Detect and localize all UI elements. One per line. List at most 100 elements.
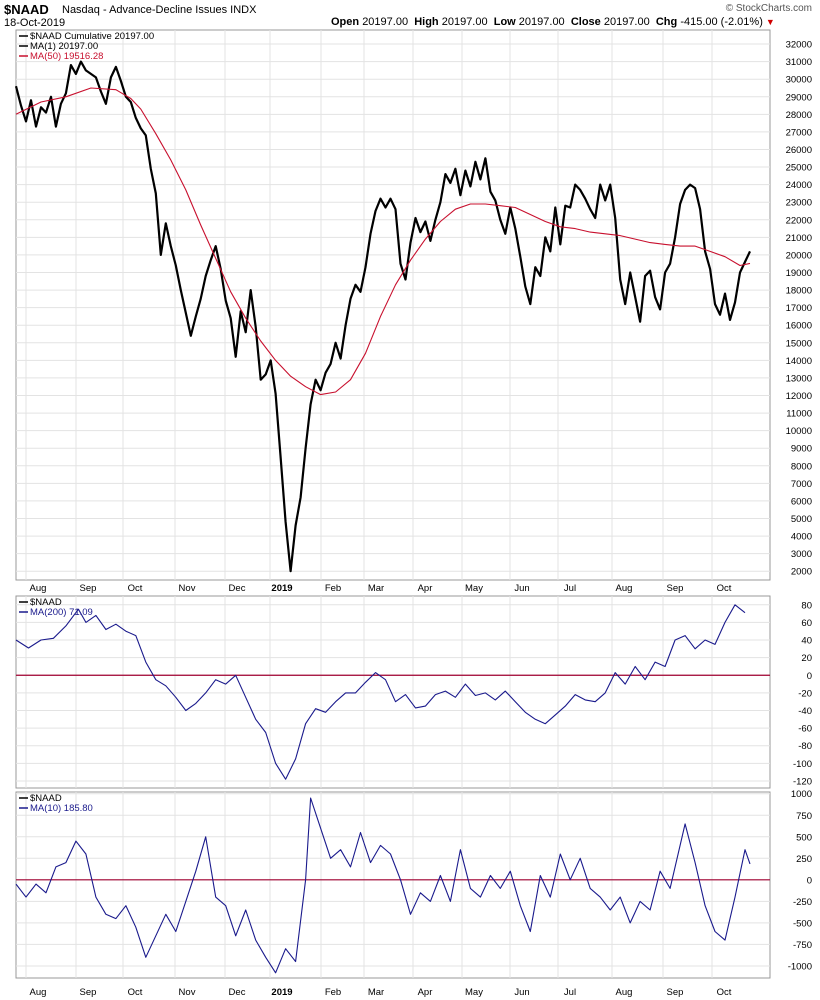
y-tick-label: 22000	[786, 215, 812, 226]
y-tick-label: -60	[798, 724, 812, 735]
legend-entry: $NAAD	[30, 597, 62, 608]
panel-price: 2000 3000 4000 5000 6000 7000 8000 9000 10000 110…	[14, 29, 812, 581]
x-tick-label: Feb	[325, 987, 341, 998]
x-tick-label: Aug	[30, 583, 47, 594]
x-tick-label: Oct	[128, 987, 143, 998]
x-tick-label: May	[465, 583, 483, 594]
series-line-ma-50-	[15, 87, 751, 396]
y-tick-label: 500	[796, 832, 812, 843]
y-tick-label: 11000	[786, 409, 812, 420]
chg-value: -415.00 (-2.01%)	[680, 16, 763, 28]
open-label: Open	[331, 16, 360, 28]
x-tick-label: Mar	[368, 987, 384, 998]
y-tick-label: 0	[807, 875, 812, 886]
chart-symbol: $NAAD	[4, 2, 49, 17]
x-tick-label: Aug	[616, 583, 633, 594]
x-tick-label: Oct	[717, 987, 732, 998]
y-tick-label: -250	[793, 897, 812, 908]
y-tick-label: 80	[801, 600, 812, 611]
legend-entry: $NAAD	[30, 793, 62, 804]
y-tick-label: 31000	[786, 57, 812, 68]
x-tick-label: Jul	[564, 583, 576, 594]
y-tick-label: 7000	[791, 479, 812, 490]
y-tick-label: -500	[793, 918, 812, 929]
series-line--naad-cumulative	[14, 60, 751, 573]
x-tick-label: Sep	[80, 987, 97, 998]
y-tick-label: -750	[793, 940, 812, 951]
legend-entry: MA(200) 71.09	[30, 607, 93, 618]
y-tick-label: 24000	[786, 180, 812, 191]
close-value: 20197.00	[603, 16, 650, 28]
x-tick-label: Jul	[564, 987, 576, 998]
x-tick-label: 2019	[271, 987, 292, 998]
exchange-text: INDX	[230, 4, 257, 16]
y-tick-label: 28000	[786, 110, 812, 121]
x-tick-label: Apr	[418, 583, 433, 594]
high-label: High	[414, 16, 439, 28]
ohlc-readout: Open 20197.00 High 20197.00 Low 20197.00…	[331, 16, 775, 28]
close-label: Close	[570, 16, 601, 28]
down-arrow-icon: ▼	[765, 17, 775, 27]
y-tick-label: 9000	[791, 444, 812, 455]
legend-entry: MA(10) 185.80	[30, 803, 93, 814]
x-tick-label: Sep	[80, 583, 97, 594]
high-value: 20197.00	[441, 16, 488, 28]
stockcharts-credit: © StockCharts.com	[725, 3, 812, 14]
y-tick-label: 16000	[786, 321, 812, 332]
y-tick-label: 10000	[786, 426, 812, 437]
y-tick-label: 750	[796, 811, 812, 822]
x-tick-label: Jun	[514, 583, 529, 594]
y-tick-label: 29000	[786, 92, 812, 103]
x-tick-label: Oct	[717, 583, 732, 594]
x-tick-label: 2019	[271, 583, 292, 594]
x-tick-label: Aug	[616, 987, 633, 998]
x-tick-label: Dec	[229, 987, 246, 998]
chg-label: Chg	[655, 16, 678, 28]
y-tick-label: 3000	[791, 549, 812, 560]
y-tick-label: 5000	[791, 514, 812, 525]
description-text: Nasdaq - Advance-Decline Issues	[62, 4, 228, 16]
legend-entry: MA(1) 20197.00	[30, 41, 98, 52]
x-tick-label: Nov	[179, 583, 196, 594]
x-tick-label: May	[465, 987, 483, 998]
x-tick-label: Sep	[667, 583, 684, 594]
y-tick-label: 40	[801, 636, 812, 647]
y-tick-label: -80	[798, 741, 812, 752]
x-tick-label: Apr	[418, 987, 433, 998]
y-tick-label: 12000	[786, 391, 812, 402]
y-tick-label: 27000	[786, 127, 812, 138]
legend-entry: MA(50) 19516.28	[30, 51, 103, 62]
y-tick-label: -100	[793, 759, 812, 770]
x-tick-label: Sep	[667, 987, 684, 998]
y-tick-label: 23000	[786, 198, 812, 209]
y-tick-label: 2000	[791, 567, 812, 578]
panel-osc1: 80 60 40 20 0 -20 -40 -60 -80 -100 -120 $NAADMA(200…	[15, 595, 812, 789]
panel-frame	[15, 29, 771, 581]
panel-frame	[15, 595, 771, 789]
y-tick-label: 14000	[786, 356, 812, 367]
y-tick-label: 15000	[786, 338, 812, 349]
y-tick-label: 13000	[786, 373, 812, 384]
y-tick-label: 8000	[791, 461, 812, 472]
y-tick-label: 1000	[791, 789, 812, 800]
x-tick-label: Aug	[30, 987, 47, 998]
y-tick-label: 250	[796, 854, 812, 865]
y-tick-label: 19000	[786, 268, 812, 279]
y-tick-label: 6000	[791, 496, 812, 507]
y-tick-label: -40	[798, 706, 812, 717]
y-tick-label: 25000	[786, 163, 812, 174]
y-tick-label: 26000	[786, 145, 812, 156]
y-tick-label: 20000	[786, 250, 812, 261]
x-tick-label: Oct	[128, 583, 143, 594]
panel-osc2: 1000 750 500 250 0 -250 -500 -750 -1000 $NAADMA(1…	[15, 789, 812, 979]
low-value: 20197.00	[518, 16, 565, 28]
x-tick-label: Mar	[368, 583, 384, 594]
open-value: 20197.00	[362, 16, 409, 28]
chart-date: 18-Oct-2019	[4, 17, 66, 29]
y-tick-label: 60	[801, 618, 812, 629]
y-tick-label: 17000	[786, 303, 812, 314]
y-tick-label: -1000	[788, 961, 812, 972]
y-tick-label: 32000	[786, 40, 812, 51]
y-tick-label: 4000	[791, 532, 812, 543]
